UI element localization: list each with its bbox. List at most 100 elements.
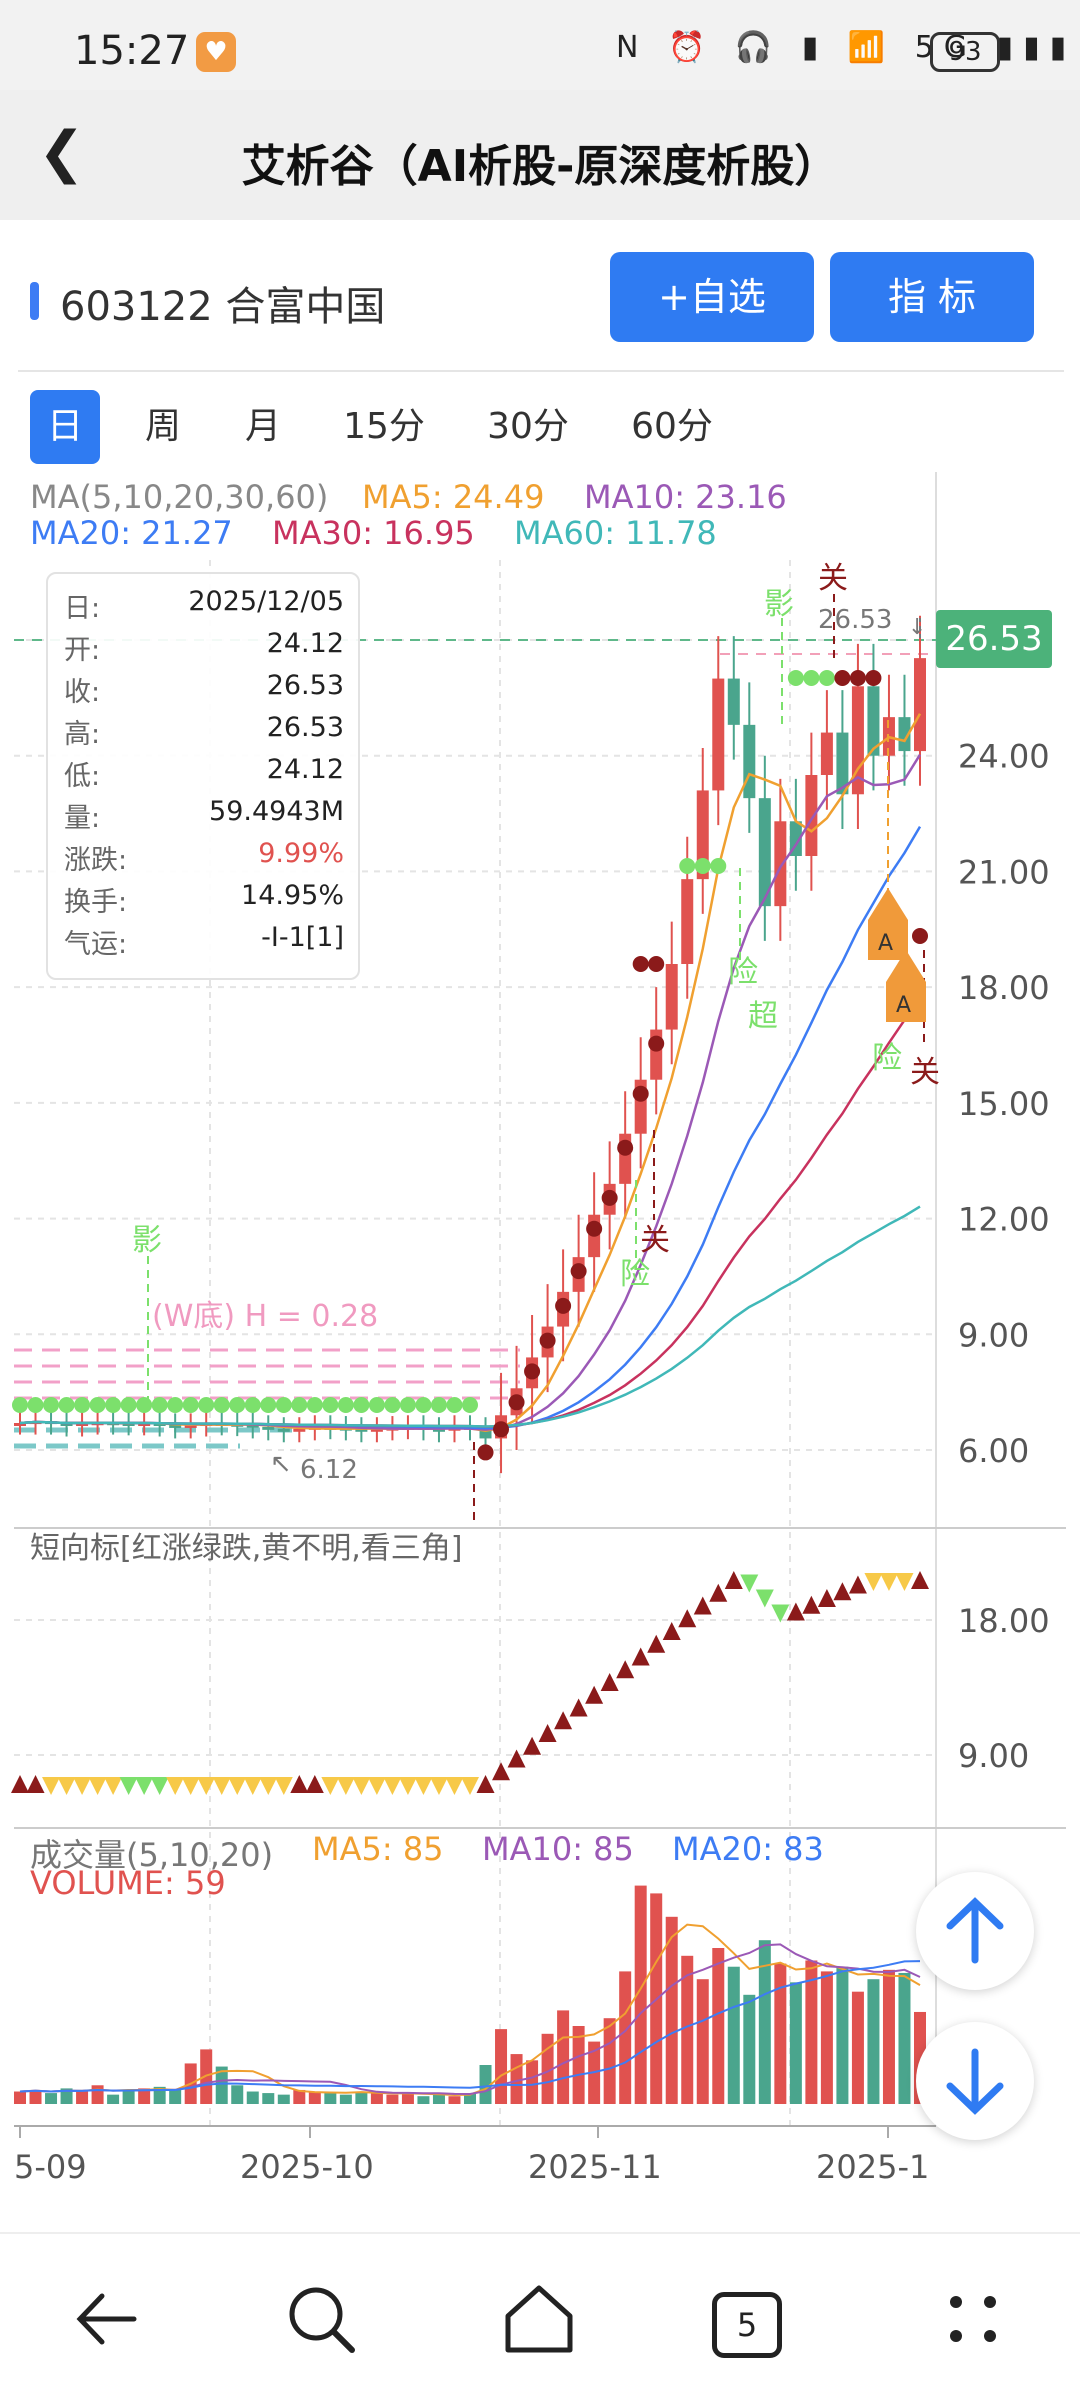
trend-triangle: [476, 1775, 495, 1793]
info-value: 26.53: [266, 712, 344, 743]
signal-dot: [89, 1397, 106, 1413]
y-tick-label: 24.00: [958, 738, 1050, 776]
trend-triangle: [274, 1777, 293, 1795]
vol-ma10-label: MA10: 85: [482, 1830, 634, 1868]
candle-body: [898, 717, 911, 752]
info-key: 日:: [64, 593, 101, 624]
back-icon[interactable]: [62, 2274, 152, 2364]
volume-bar: [91, 2085, 104, 2104]
trend-triangle: [73, 1777, 92, 1795]
volume-bar: [727, 1966, 740, 2104]
trend-triangle: [181, 1777, 200, 1795]
signal-dot: [865, 670, 882, 686]
marker-super: 超: [748, 999, 778, 1034]
trend-triangle: [771, 1604, 790, 1623]
signal-dot: [632, 1085, 649, 1102]
trend-triangle: [895, 1573, 914, 1591]
info-row: 涨跌: 9.99%: [64, 838, 344, 880]
volume-bar: [14, 2091, 26, 2104]
trend-triangle: [305, 1775, 324, 1793]
candle-body: [727, 678, 740, 725]
trend-triangle: [243, 1777, 262, 1795]
info-box: 日: 2025/12/05 开: 24.12 收: 26.53 高: 26.53 低: 24.12…: [46, 572, 360, 980]
info-key: 气运:: [64, 929, 128, 960]
candle-body: [60, 1423, 73, 1426]
indicator-button[interactable]: 指 标: [830, 252, 1034, 342]
volume-bar: [153, 2086, 166, 2104]
volume-bar: [138, 2088, 151, 2104]
candle-body: [184, 1424, 197, 1428]
trend-triangle: [600, 1673, 619, 1691]
signal-dot: [493, 1421, 510, 1438]
volume-bar: [262, 2093, 275, 2104]
volume-bar: [789, 1982, 802, 2104]
info-value: 26.53: [266, 670, 344, 701]
more-icon[interactable]: [928, 2274, 1018, 2364]
candle-body: [246, 1424, 259, 1428]
trend-triangle: [538, 1724, 557, 1742]
candle-body: [432, 1428, 445, 1432]
y-tick-label: 12.00: [958, 1201, 1050, 1239]
trend-triangle: [228, 1777, 247, 1795]
info-key: 量:: [64, 803, 101, 834]
back-arrow-icon[interactable]: ❮: [38, 120, 85, 185]
add-watchlist-button[interactable]: +自选: [610, 252, 814, 342]
short-panel-triangles: [11, 1571, 929, 1795]
trend-triangle: [290, 1775, 309, 1793]
signal-dot: [849, 670, 866, 686]
scroll-up-button[interactable]: [916, 1872, 1034, 1990]
signal-dot: [539, 1332, 556, 1349]
volume-bar: [774, 1963, 787, 2104]
ma-legend-header: MA(5,10,20,30,60): [30, 478, 329, 516]
tab-day[interactable]: 日: [30, 390, 100, 464]
tab-60min[interactable]: 60分: [631, 406, 713, 447]
signal-dot: [229, 1397, 246, 1413]
tab-15min[interactable]: 15分: [343, 406, 425, 447]
signal-dot: [353, 1397, 370, 1413]
candle-body: [665, 964, 678, 1030]
trend-triangle: [135, 1777, 154, 1795]
signal-dot: [151, 1397, 168, 1413]
ma10-label: MA10: 23.16: [584, 478, 787, 516]
candle-body: [355, 1428, 368, 1432]
marker-close: 关: [818, 561, 848, 596]
volume-bar: [29, 2089, 42, 2104]
info-row: 日: 2025/12/05: [64, 586, 344, 628]
app-notification-icon: ♥: [196, 32, 236, 72]
tab-30min[interactable]: 30分: [487, 406, 569, 447]
trend-triangle: [492, 1762, 511, 1781]
trend-triangle: [848, 1575, 867, 1594]
trend-triangle: [166, 1777, 185, 1795]
home-icon[interactable]: [494, 2274, 584, 2364]
volume-bar: [882, 1969, 895, 2104]
stock-name: 603122 合富中国: [60, 284, 386, 330]
signal-dot: [446, 1397, 463, 1413]
marker-risk: 险: [872, 1041, 902, 1076]
kline-chart[interactable]: (W底) H = 0.28 6.12 ↖ 26.53 27.0024.0021.…: [0, 0, 1080, 2232]
info-row: 开: 24.12: [64, 628, 344, 670]
trend-triangle: [693, 1596, 712, 1615]
volume-bar: [324, 2093, 337, 2104]
candle-body: [820, 732, 833, 775]
tabs-count-icon[interactable]: 5: [712, 2292, 782, 2358]
volume-bar: [743, 1994, 756, 2104]
candle-body: [743, 724, 756, 799]
info-row: 换手: 14.95%: [64, 880, 344, 922]
tab-month[interactable]: 月: [244, 406, 281, 447]
status-time: 15:27: [74, 28, 190, 74]
volume-bar: [246, 2091, 259, 2104]
info-row: 气运: -I-1[1]: [64, 922, 344, 964]
volume-bar: [696, 1979, 709, 2104]
volume-value-label: VOLUME: 59: [30, 1864, 226, 1902]
scroll-down-button[interactable]: [916, 2022, 1034, 2140]
x-axis-labels: 5-09 2025-10 2025-11 2025-1: [14, 2148, 929, 2186]
search-icon[interactable]: [276, 2274, 366, 2364]
signal-dot: [399, 1397, 416, 1413]
trend-triangle: [911, 1571, 929, 1589]
tab-week[interactable]: 周: [144, 406, 181, 447]
y-tick-label: 15.00: [958, 1085, 1050, 1123]
trend-triangle: [647, 1634, 666, 1653]
signal-dot: [617, 1139, 634, 1156]
marker-a: A: [878, 931, 893, 956]
trend-triangle: [554, 1711, 573, 1730]
